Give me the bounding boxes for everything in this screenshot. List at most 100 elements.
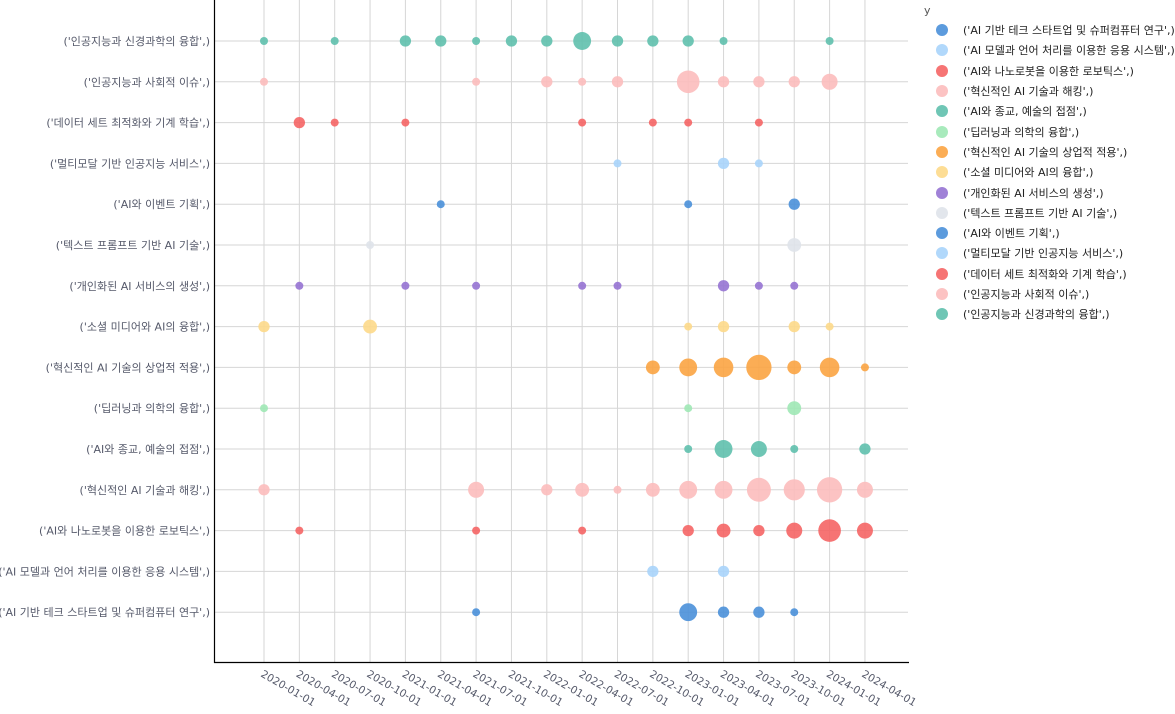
bubble[interactable]: ('인공지능과 신경과학의 융합',) 2024-01-01: 1	[825, 37, 834, 45]
bubble[interactable]: ('AI와 나노로봇을 이용한 로보틱스',) 2024-04-01: 4	[856, 522, 873, 539]
bubble[interactable]: ('인공지능과 사회적 이슈',) 2022-04-01: 1	[578, 77, 587, 86]
bubble[interactable]: ('혁신적인 AI 기술과 해킹',) 2022-04-01: 3	[575, 482, 590, 497]
bubble[interactable]: ('인공지능과 신경과학의 융합',) 2021-10-01: 2	[505, 35, 518, 47]
bubble[interactable]: ('데이터 세트 최적화와 기계 학습',) 2020-07-01: 1	[330, 118, 339, 127]
legend-item[interactable]: ('AI 기반 테크 스타트업 및 슈퍼컴퓨터 연구',)	[922, 20, 1175, 40]
bubble[interactable]: ('인공지능과 신경과학의 융합',) 2021-04-01: 2	[435, 35, 447, 47]
bubble[interactable]: ('인공지능과 사회적 이슈',) 2023-01-01: 8	[676, 70, 700, 94]
bubble[interactable]: ('혁신적인 AI 기술과 해킹',) 2022-10-01: 3	[645, 482, 660, 497]
bubble[interactable]: ('AI 기반 테크 스타트업 및 슈퍼컴퓨터 연구',) 2021-07-01…	[472, 608, 481, 617]
bubble[interactable]: ('개인화된 AI 서비스의 생성',) 2022-07-01: 1	[613, 281, 622, 290]
bubble[interactable]: ('데이터 세트 최적화와 기계 학습',) 2023-07-01: 1	[754, 118, 763, 127]
bubble[interactable]: ('AI 모델과 언어 처리를 이용한 응용 시스템',) 2022-10-01…	[647, 565, 659, 578]
bubble[interactable]: ('소셜 미디어와 AI의 융합',) 2023-04-01: 2	[717, 320, 730, 333]
bubble[interactable]: ('AI와 종교, 예술의 접점',) 2023-01-01: 1	[684, 445, 693, 453]
bubble[interactable]: ('데이터 세트 최적화와 기계 학습',) 2022-04-01: 1	[578, 118, 587, 127]
bubble[interactable]: ('AI와 나노로봇을 이용한 로보틱스',) 2023-07-01: 2	[753, 524, 765, 537]
bubble[interactable]: ('AI와 나노로봇을 이용한 로보틱스',) 2021-07-01: 1	[472, 526, 481, 535]
bubble[interactable]: ('혁신적인 AI 기술과 해킹',) 2022-01-01: 2	[541, 484, 553, 496]
bubble[interactable]: ('인공지능과 사회적 이슈',) 2022-01-01: 2	[541, 76, 553, 88]
bubble[interactable]: ('AI와 나노로봇을 이용한 로보틱스',) 2024-01-01: 8	[818, 519, 841, 542]
bubble[interactable]: ('혁신적인 AI 기술과 해킹',) 2023-10-01: 7	[783, 479, 805, 501]
bubble[interactable]: ('소셜 미디어와 AI의 융합',) 2020-10-01: 3	[363, 319, 377, 334]
bubble[interactable]: ('AI와 이벤트 기획',) 2023-10-01: 2	[788, 198, 800, 210]
bubble[interactable]: ('개인화된 AI 서비스의 생성',) 2020-04-01: 1	[295, 281, 304, 290]
legend-item[interactable]: ('멀티모달 기반 인공지능 서비스',)	[922, 243, 1175, 263]
bubble[interactable]: ('개인화된 AI 서비스의 생성',) 2023-04-01: 2	[717, 280, 730, 292]
legend-item[interactable]: ('AI와 종교, 예술의 접점',)	[922, 101, 1175, 121]
bubble[interactable]: ('인공지능과 사회적 이슈',) 2022-07-01: 2	[611, 76, 624, 88]
bubble[interactable]: ('데이터 세트 최적화와 기계 학습',) 2023-01-01: 1	[684, 118, 693, 127]
bubble[interactable]: ('소셜 미디어와 AI의 융합',) 2024-01-01: 1	[825, 322, 834, 331]
bubble[interactable]: ('멀티모달 기반 인공지능 서비스',) 2023-07-01: 1	[754, 159, 763, 168]
bubble[interactable]: ('개인화된 AI 서비스의 생성',) 2022-04-01: 1	[578, 281, 587, 290]
bubble[interactable]: ('혁신적인 AI 기술과 해킹',) 2023-07-01: 9	[746, 477, 771, 502]
legend-item[interactable]: ('딥러닝과 의학의 융합',)	[922, 121, 1175, 141]
bubble[interactable]: ('AI 모델과 언어 처리를 이용한 응용 시스템',) 2023-04-01…	[717, 565, 730, 578]
bubble[interactable]: ('AI 기반 테크 스타트업 및 슈퍼컴퓨터 연구',) 2023-01-01…	[679, 603, 698, 622]
bubble[interactable]: ('텍스트 프롬프트 기반 AI 기술',) 2023-10-01: 3	[787, 238, 802, 252]
bubble[interactable]: ('인공지능과 신경과학의 융합',) 2020-07-01: 1	[330, 37, 339, 45]
legend-item[interactable]: ('인공지능과 신경과학의 융합',)	[922, 304, 1175, 324]
bubble[interactable]: ('데이터 세트 최적화와 기계 학습',) 2021-01-01: 1	[401, 118, 410, 127]
bubble[interactable]: ('데이터 세트 최적화와 기계 학습',) 2020-04-01: 2	[293, 116, 306, 129]
bubble[interactable]: ('혁신적인 AI 기술과 해킹',) 2023-01-01: 5	[679, 480, 698, 499]
bubble[interactable]: ('AI와 종교, 예술의 접점',) 2023-10-01: 1	[790, 445, 799, 453]
legend-item[interactable]: ('혁신적인 AI 기술의 상업적 적용',)	[922, 142, 1175, 162]
bubble[interactable]: ('멀티모달 기반 인공지능 서비스',) 2023-04-01: 2	[717, 157, 730, 170]
bubble[interactable]: ('인공지능과 신경과학의 융합',) 2023-04-01: 1	[719, 37, 728, 45]
bubble[interactable]: ('혁신적인 AI 기술과 해킹',) 2024-04-01: 4	[856, 481, 873, 498]
bubble[interactable]: ('AI와 나노로봇을 이용한 로보틱스',) 2023-04-01: 3	[716, 523, 731, 538]
bubble[interactable]: ('혁신적인 AI 기술의 상업적 적용',) 2023-10-01: 3	[787, 360, 802, 375]
bubble[interactable]: ('개인화된 AI 서비스의 생성',) 2023-07-01: 1	[754, 281, 763, 290]
bubble[interactable]: ('AI와 이벤트 기획',) 2021-04-01: 1	[436, 200, 445, 209]
bubble[interactable]: ('데이터 세트 최적화와 기계 학습',) 2022-10-01: 1	[648, 118, 657, 127]
bubble[interactable]: ('혁신적인 AI 기술과 해킹',) 2024-01-01: 10	[816, 477, 843, 503]
bubble[interactable]: ('AI와 이벤트 기획',) 2023-01-01: 1	[684, 200, 693, 209]
bubble[interactable]: ('소셜 미디어와 AI의 융합',) 2023-01-01: 1	[684, 322, 693, 331]
bubble[interactable]: ('인공지능과 사회적 이슈',) 2023-04-01: 2	[717, 76, 730, 88]
bubble[interactable]: ('인공지능과 신경과학의 융합',) 2021-01-01: 2	[399, 35, 412, 47]
bubble[interactable]: ('멀티모달 기반 인공지능 서비스',) 2022-07-01: 1	[613, 159, 622, 168]
bubble[interactable]: ('텍스트 프롬프트 기반 AI 기술',) 2020-10-01: 1	[366, 241, 375, 249]
bubble[interactable]: ('인공지능과 신경과학의 융합',) 2023-01-01: 2	[682, 35, 694, 47]
bubble[interactable]: ('인공지능과 신경과학의 융합',) 2022-10-01: 2	[647, 35, 659, 47]
bubble[interactable]: ('딥러닝과 의학의 융합',) 2023-10-01: 3	[787, 401, 802, 416]
bubble[interactable]: ('혁신적인 AI 기술과 해킹',) 2020-01-01: 2	[258, 484, 270, 496]
bubble[interactable]: ('인공지능과 사회적 이슈',) 2021-07-01: 1	[472, 77, 481, 86]
legend-item[interactable]: ('인공지능과 사회적 이슈',)	[922, 284, 1175, 304]
bubble[interactable]: ('인공지능과 사회적 이슈',) 2020-01-01: 1	[260, 77, 268, 86]
bubble[interactable]: ('소셜 미디어와 AI의 융합',) 2023-10-01: 2	[788, 320, 800, 333]
bubble[interactable]: ('딥러닝과 의학의 융합',) 2023-01-01: 1	[684, 404, 693, 413]
bubble[interactable]: ('AI와 나노로봇을 이용한 로보틱스',) 2022-04-01: 1	[578, 526, 587, 535]
bubble[interactable]: ('AI와 나노로봇을 이용한 로보틱스',) 2023-10-01: 4	[786, 522, 803, 539]
bubble[interactable]: ('개인화된 AI 서비스의 생성',) 2023-10-01: 1	[790, 281, 799, 290]
bubble[interactable]: ('AI 기반 테크 스타트업 및 슈퍼컴퓨터 연구',) 2023-07-01…	[753, 606, 765, 618]
bubble[interactable]: ('딥러닝과 의학의 융합',) 2020-01-01: 1	[260, 404, 268, 413]
legend-item[interactable]: ('AI와 나노로봇을 이용한 로보틱스',)	[922, 61, 1175, 81]
bubble[interactable]: ('혁신적인 AI 기술의 상업적 적용',) 2023-04-01: 6	[713, 357, 734, 378]
bubble[interactable]: ('인공지능과 신경과학의 융합',) 2022-07-01: 2	[611, 35, 624, 47]
legend-item[interactable]: ('AI와 이벤트 기획',)	[922, 223, 1175, 243]
bubble[interactable]: ('인공지능과 신경과학의 융합',) 2021-07-01: 1	[472, 37, 481, 45]
bubble[interactable]: ('AI와 나노로봇을 이용한 로보틱스',) 2023-01-01: 2	[682, 524, 694, 537]
bubble[interactable]: ('AI와 나노로봇을 이용한 로보틱스',) 2020-04-01: 1	[295, 526, 304, 535]
legend-item[interactable]: ('텍스트 프롬프트 기반 AI 기술',)	[922, 203, 1175, 223]
bubble[interactable]: ('소셜 미디어와 AI의 융합',) 2020-01-01: 2	[258, 320, 270, 333]
bubble[interactable]: ('혁신적인 AI 기술의 상업적 적용',) 2023-01-01: 5	[679, 358, 698, 377]
bubble[interactable]: ('인공지능과 사회적 이슈',) 2023-07-01: 2	[753, 76, 765, 88]
bubble[interactable]: ('혁신적인 AI 기술과 해킹',) 2021-07-01: 4	[468, 481, 485, 498]
bubble[interactable]: ('AI와 종교, 예술의 접점',) 2023-07-01: 4	[750, 441, 767, 457]
bubble[interactable]: ('혁신적인 AI 기술과 해킹',) 2023-04-01: 5	[714, 480, 733, 499]
bubble[interactable]: ('AI와 종교, 예술의 접점',) 2024-04-01: 2	[859, 443, 871, 455]
legend-item[interactable]: ('AI 모델과 언어 처리를 이용한 응용 시스템',)	[922, 40, 1175, 60]
bubble[interactable]: ('혁신적인 AI 기술과 해킹',) 2022-07-01: 1	[613, 485, 622, 494]
legend-item[interactable]: ('개인화된 AI 서비스의 생성',)	[922, 182, 1175, 202]
bubble[interactable]: ('개인화된 AI 서비스의 생성',) 2021-07-01: 1	[472, 281, 481, 290]
bubble[interactable]: ('AI와 종교, 예술의 접점',) 2023-04-01: 5	[714, 440, 733, 458]
bubble[interactable]: ('혁신적인 AI 기술의 상업적 적용',) 2023-07-01: 10	[746, 354, 772, 381]
bubble[interactable]: ('인공지능과 신경과학의 융합',) 2022-04-01: 5	[573, 32, 592, 50]
bubble[interactable]: ('인공지능과 신경과학의 융합',) 2022-01-01: 2	[541, 35, 553, 47]
bubble[interactable]: ('개인화된 AI 서비스의 생성',) 2021-01-01: 1	[401, 281, 410, 290]
bubble[interactable]: ('혁신적인 AI 기술의 상업적 적용',) 2024-01-01: 6	[819, 357, 840, 378]
